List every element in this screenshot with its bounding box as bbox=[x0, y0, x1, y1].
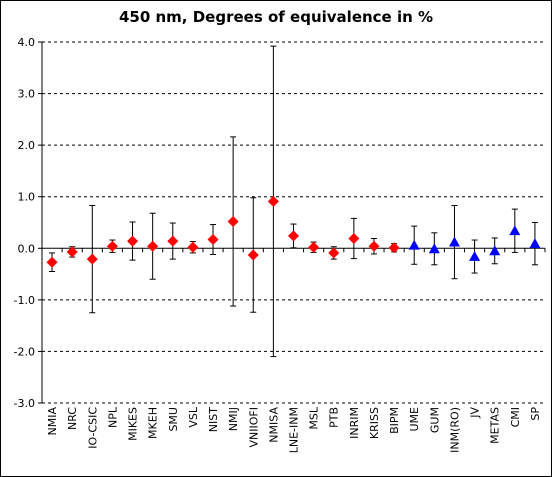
data-point bbox=[86, 253, 98, 265]
grid-lines bbox=[42, 41, 545, 404]
x-tick-label: MKEH bbox=[147, 407, 160, 439]
y-tick-label: 4.0 bbox=[18, 36, 36, 49]
y-tick-label: -2.0 bbox=[14, 345, 35, 358]
x-tick-label: SP bbox=[529, 407, 542, 421]
x-tick-label: NIST bbox=[207, 407, 220, 432]
data-point bbox=[207, 234, 219, 246]
x-tick-label: IO-CSIC bbox=[86, 407, 99, 449]
x-tick-label: JV bbox=[469, 407, 482, 419]
data-point bbox=[308, 241, 320, 253]
x-tick-label: KRISS bbox=[368, 407, 381, 439]
data-point bbox=[147, 240, 159, 252]
data-point bbox=[46, 256, 58, 268]
x-tick-label: METAS bbox=[489, 407, 502, 444]
x-tick-label: INM(RO) bbox=[448, 407, 461, 453]
error-bars bbox=[49, 45, 538, 358]
x-tick-label: BIPM bbox=[388, 407, 401, 434]
data-point bbox=[368, 240, 380, 252]
data-point bbox=[288, 230, 299, 242]
x-tick-label: LNE-INM bbox=[288, 407, 301, 453]
data-point bbox=[348, 232, 360, 244]
x-tick-label: NMIA bbox=[46, 407, 59, 436]
data-point bbox=[247, 249, 259, 261]
x-tick-label: SMU bbox=[167, 407, 180, 432]
data-point bbox=[66, 246, 78, 258]
axes bbox=[38, 41, 546, 404]
data-point bbox=[509, 225, 521, 236]
y-tick-label: -3.0 bbox=[14, 397, 35, 410]
data-point bbox=[388, 242, 400, 254]
x-tick-label: VSL bbox=[187, 406, 200, 428]
x-tick-label: VNIIOFI bbox=[247, 407, 260, 447]
y-tick-label: -1.0 bbox=[14, 294, 35, 307]
data-points bbox=[46, 195, 541, 268]
x-tick-label: NMIJ bbox=[227, 407, 240, 431]
data-point bbox=[469, 251, 481, 261]
data-point bbox=[428, 243, 440, 254]
x-tick-label: MIKES bbox=[127, 407, 140, 441]
data-point bbox=[408, 239, 420, 250]
x-tick-labels: NMIA NRC IO-CSIC NPL MIKES MKEH SMU VSL NIST NMIJ… bbox=[46, 406, 542, 453]
data-point bbox=[187, 241, 199, 253]
data-point bbox=[167, 235, 179, 247]
x-tick-label: NMISA bbox=[267, 407, 280, 443]
y-tick-label: 2.0 bbox=[18, 139, 36, 152]
data-point bbox=[328, 247, 340, 259]
x-tick-label: GUM bbox=[428, 407, 441, 433]
y-tick-label: 1.0 bbox=[18, 191, 36, 204]
data-point bbox=[448, 236, 460, 247]
y-tick-label: 0.0 bbox=[18, 242, 36, 255]
x-tick-label: INRIM bbox=[348, 407, 361, 439]
chart-title: 450 nm, Degrees of equivalence in % bbox=[118, 8, 434, 26]
data-point bbox=[529, 238, 541, 249]
x-tick-label: MSL bbox=[308, 406, 321, 429]
x-tick-label: CMI bbox=[509, 407, 522, 427]
data-point bbox=[106, 240, 118, 252]
x-tick-label: NPL bbox=[106, 406, 119, 428]
x-tick-label: NRC bbox=[66, 407, 79, 430]
data-point bbox=[127, 235, 139, 247]
x-tick-label: PTB bbox=[328, 407, 341, 428]
y-tick-labels: 4.0 3.0 2.0 1.0 0.0 -1.0 -2.0 -3.0 bbox=[14, 36, 35, 410]
data-point bbox=[267, 195, 279, 207]
data-point bbox=[227, 215, 239, 227]
x-tick-label: UME bbox=[408, 407, 421, 432]
data-point bbox=[489, 245, 501, 256]
y-tick-label: 3.0 bbox=[18, 88, 36, 101]
